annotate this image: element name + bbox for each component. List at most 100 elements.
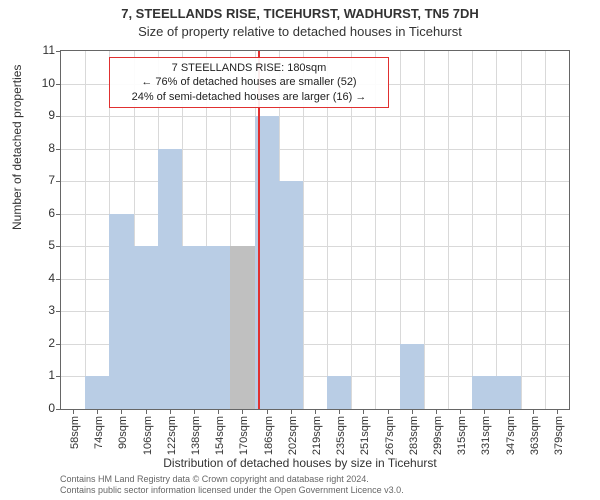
x-tick <box>484 409 485 414</box>
x-tick-label: 202sqm <box>287 416 299 461</box>
gridline-h <box>61 149 569 150</box>
x-tick-label: 186sqm <box>263 416 275 461</box>
y-tick-label: 11 <box>25 43 55 57</box>
x-tick-label: 315sqm <box>456 416 468 461</box>
gridline-v <box>521 51 522 409</box>
y-tick <box>56 279 61 280</box>
x-tick-label: 219sqm <box>311 416 323 461</box>
x-tick <box>363 409 364 414</box>
y-tick <box>56 376 61 377</box>
y-tick <box>56 149 61 150</box>
y-tick <box>56 344 61 345</box>
x-tick-label: 363sqm <box>529 416 541 461</box>
x-tick <box>509 409 510 414</box>
x-axis-title: Distribution of detached houses by size … <box>0 456 600 470</box>
x-tick-label: 74sqm <box>93 416 105 461</box>
annotation-line3: 24% of semi-detached houses are larger (… <box>116 90 382 104</box>
y-tick-label: 5 <box>25 238 55 252</box>
bar <box>182 246 206 409</box>
y-tick <box>56 246 61 247</box>
x-tick-label: 235sqm <box>335 416 347 461</box>
y-tick <box>56 311 61 312</box>
x-tick-label: 90sqm <box>117 416 129 461</box>
x-tick <box>412 409 413 414</box>
x-tick <box>267 409 268 414</box>
gridline-v <box>85 51 86 409</box>
x-tick-label: 138sqm <box>190 416 202 461</box>
y-tick <box>56 84 61 85</box>
y-tick <box>56 181 61 182</box>
footer-line2: Contains public sector information licen… <box>60 485 404 496</box>
y-tick-label: 3 <box>25 303 55 317</box>
annotation-line1: 7 STEELLANDS RISE: 180sqm <box>116 61 382 75</box>
x-tick-label: 122sqm <box>166 416 178 461</box>
bar <box>109 214 133 409</box>
x-tick-label: 106sqm <box>142 416 154 461</box>
x-tick-label: 379sqm <box>553 416 565 461</box>
y-tick-label: 2 <box>25 336 55 350</box>
x-tick-label: 347sqm <box>505 416 517 461</box>
x-tick <box>242 409 243 414</box>
x-tick-label: 170sqm <box>238 416 250 461</box>
y-tick-label: 9 <box>25 108 55 122</box>
x-tick <box>121 409 122 414</box>
gridline-h <box>61 181 569 182</box>
footer-line1: Contains HM Land Registry data © Crown c… <box>60 474 404 485</box>
x-tick <box>218 409 219 414</box>
bar <box>134 246 158 409</box>
x-tick-label: 58sqm <box>69 416 81 461</box>
x-tick-label: 283sqm <box>408 416 420 461</box>
bar <box>85 376 109 409</box>
x-tick <box>339 409 340 414</box>
y-axis-title: Number of detached properties <box>10 65 24 230</box>
x-tick <box>388 409 389 414</box>
x-tick <box>194 409 195 414</box>
y-tick <box>56 51 61 52</box>
y-tick-label: 7 <box>25 173 55 187</box>
y-tick-label: 10 <box>25 76 55 90</box>
annotation-line2: ← 76% of detached houses are smaller (52… <box>116 75 382 89</box>
bar <box>472 376 496 409</box>
bar <box>496 376 520 409</box>
y-tick <box>56 409 61 410</box>
gridline-h <box>61 214 569 215</box>
chart-subtitle: Size of property relative to detached ho… <box>0 24 600 39</box>
gridline-v <box>424 51 425 409</box>
gridline-v <box>448 51 449 409</box>
chart-container: 7, STEELLANDS RISE, TICEHURST, WADHURST,… <box>0 0 600 500</box>
gridline-v <box>496 51 497 409</box>
y-tick-label: 0 <box>25 401 55 415</box>
x-tick-label: 299sqm <box>432 416 444 461</box>
bar <box>279 181 303 409</box>
x-tick <box>146 409 147 414</box>
y-tick-label: 4 <box>25 271 55 285</box>
annotation-box: 7 STEELLANDS RISE: 180sqm ← 76% of detac… <box>109 57 389 108</box>
x-tick-label: 267sqm <box>384 416 396 461</box>
x-tick <box>557 409 558 414</box>
x-tick <box>170 409 171 414</box>
x-tick-label: 154sqm <box>214 416 226 461</box>
y-tick <box>56 214 61 215</box>
x-tick <box>460 409 461 414</box>
y-tick-label: 8 <box>25 141 55 155</box>
x-tick <box>533 409 534 414</box>
gridline-v <box>545 51 546 409</box>
bar <box>327 376 351 409</box>
x-tick <box>315 409 316 414</box>
bar <box>158 149 182 409</box>
bar <box>400 344 424 409</box>
x-tick <box>436 409 437 414</box>
y-tick <box>56 116 61 117</box>
bar <box>206 246 230 409</box>
chart-title-address: 7, STEELLANDS RISE, TICEHURST, WADHURST,… <box>0 6 600 21</box>
x-tick <box>73 409 74 414</box>
x-tick <box>291 409 292 414</box>
x-tick-label: 251sqm <box>359 416 371 461</box>
plot-area: 7 STEELLANDS RISE: 180sqm ← 76% of detac… <box>60 50 570 410</box>
gridline-v <box>472 51 473 409</box>
bar-highlighted <box>230 246 254 409</box>
y-tick-label: 1 <box>25 368 55 382</box>
x-tick-label: 331sqm <box>480 416 492 461</box>
x-tick <box>97 409 98 414</box>
footer-attribution: Contains HM Land Registry data © Crown c… <box>60 474 404 496</box>
